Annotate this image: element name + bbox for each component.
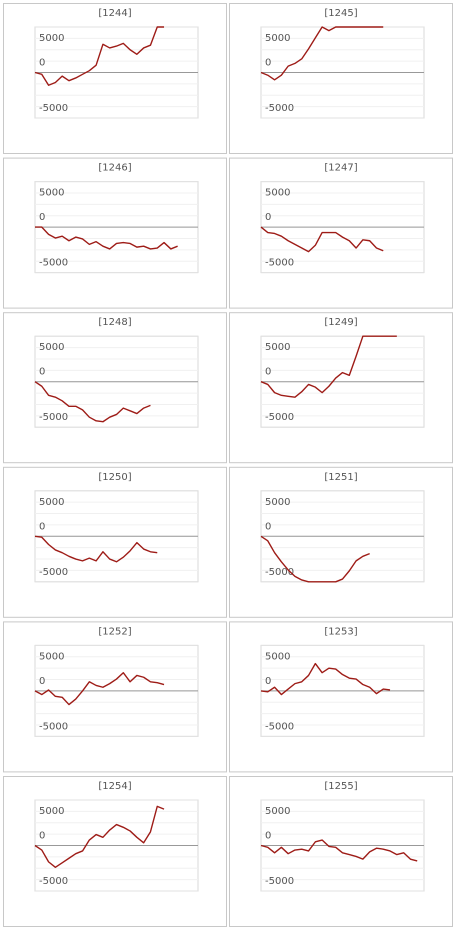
- y-tick-label: 0: [39, 521, 45, 532]
- y-tick-label: 5000: [39, 188, 64, 199]
- panel: [229, 3, 453, 154]
- data-line: [260, 839, 418, 862]
- y-tick-label: 0: [265, 521, 271, 532]
- data-line: [260, 662, 391, 696]
- chart-title: [1245]: [324, 8, 357, 19]
- y-tick-label: -5000: [265, 721, 294, 732]
- y-tick-label: 5000: [39, 342, 64, 353]
- y-tick-label: 5000: [265, 33, 290, 44]
- y-tick-label: -5000: [265, 103, 294, 114]
- y-tick-label: -5000: [265, 567, 294, 578]
- y-tick-label: 5000: [265, 806, 290, 817]
- y-tick-label: 5000: [39, 651, 64, 662]
- chart-title: [1246]: [98, 163, 131, 174]
- chart-title: [1244]: [98, 8, 131, 19]
- y-tick-label: 0: [39, 367, 45, 378]
- panel: [229, 621, 453, 773]
- y-tick-label: 0: [39, 831, 45, 842]
- y-tick-label: -5000: [39, 103, 68, 114]
- y-tick-label: -5000: [265, 412, 294, 423]
- y-tick-label: -5000: [39, 721, 68, 732]
- data-line: [35, 226, 178, 250]
- panel: [3, 466, 227, 618]
- chart-title: [1248]: [98, 317, 131, 328]
- y-tick-label: -5000: [39, 258, 68, 269]
- y-tick-label: 0: [39, 676, 45, 687]
- data-line: [260, 335, 397, 398]
- chart-title: [1253]: [324, 626, 357, 637]
- chart-title: [1252]: [98, 626, 131, 637]
- chart-title: [1250]: [98, 472, 131, 483]
- panel: [3, 312, 227, 464]
- data-line: [34, 381, 151, 423]
- panel: [3, 621, 227, 773]
- y-tick-label: 0: [265, 58, 271, 69]
- y-tick-label: 0: [265, 367, 271, 378]
- y-tick-label: -5000: [39, 876, 68, 887]
- data-line: [34, 805, 165, 869]
- panel: [3, 3, 227, 154]
- data-line: [260, 26, 384, 81]
- y-tick-label: 5000: [39, 806, 64, 817]
- data-line: [260, 226, 384, 253]
- chart-title: [1249]: [324, 317, 357, 328]
- panel: [229, 157, 453, 309]
- data-line: [34, 535, 158, 563]
- y-tick-label: -5000: [265, 258, 294, 269]
- chart-title: [1255]: [324, 781, 357, 792]
- data-line: [34, 26, 165, 86]
- y-tick-label: 5000: [39, 33, 64, 44]
- panel: [3, 157, 227, 309]
- y-tick-label: 5000: [265, 497, 290, 508]
- y-tick-label: 0: [39, 58, 45, 69]
- y-tick-label: 0: [39, 212, 45, 223]
- y-tick-label: 5000: [39, 497, 64, 508]
- y-tick-label: 0: [265, 212, 271, 223]
- y-tick-label: 0: [265, 676, 271, 687]
- panel: [229, 312, 453, 464]
- chart-title: [1247]: [324, 163, 357, 174]
- panel: [3, 776, 227, 927]
- y-tick-label: 0: [265, 831, 271, 842]
- data-line: [260, 535, 370, 583]
- chart-title: [1254]: [98, 781, 131, 792]
- data-line: [34, 672, 165, 706]
- y-tick-label: -5000: [39, 412, 68, 423]
- y-tick-label: -5000: [39, 567, 68, 578]
- chart-title: [1251]: [324, 472, 357, 483]
- y-tick-label: 5000: [265, 188, 290, 199]
- panel: [229, 466, 453, 618]
- y-tick-label: -5000: [265, 876, 294, 887]
- y-tick-label: 5000: [265, 342, 290, 353]
- y-tick-label: 5000: [265, 651, 290, 662]
